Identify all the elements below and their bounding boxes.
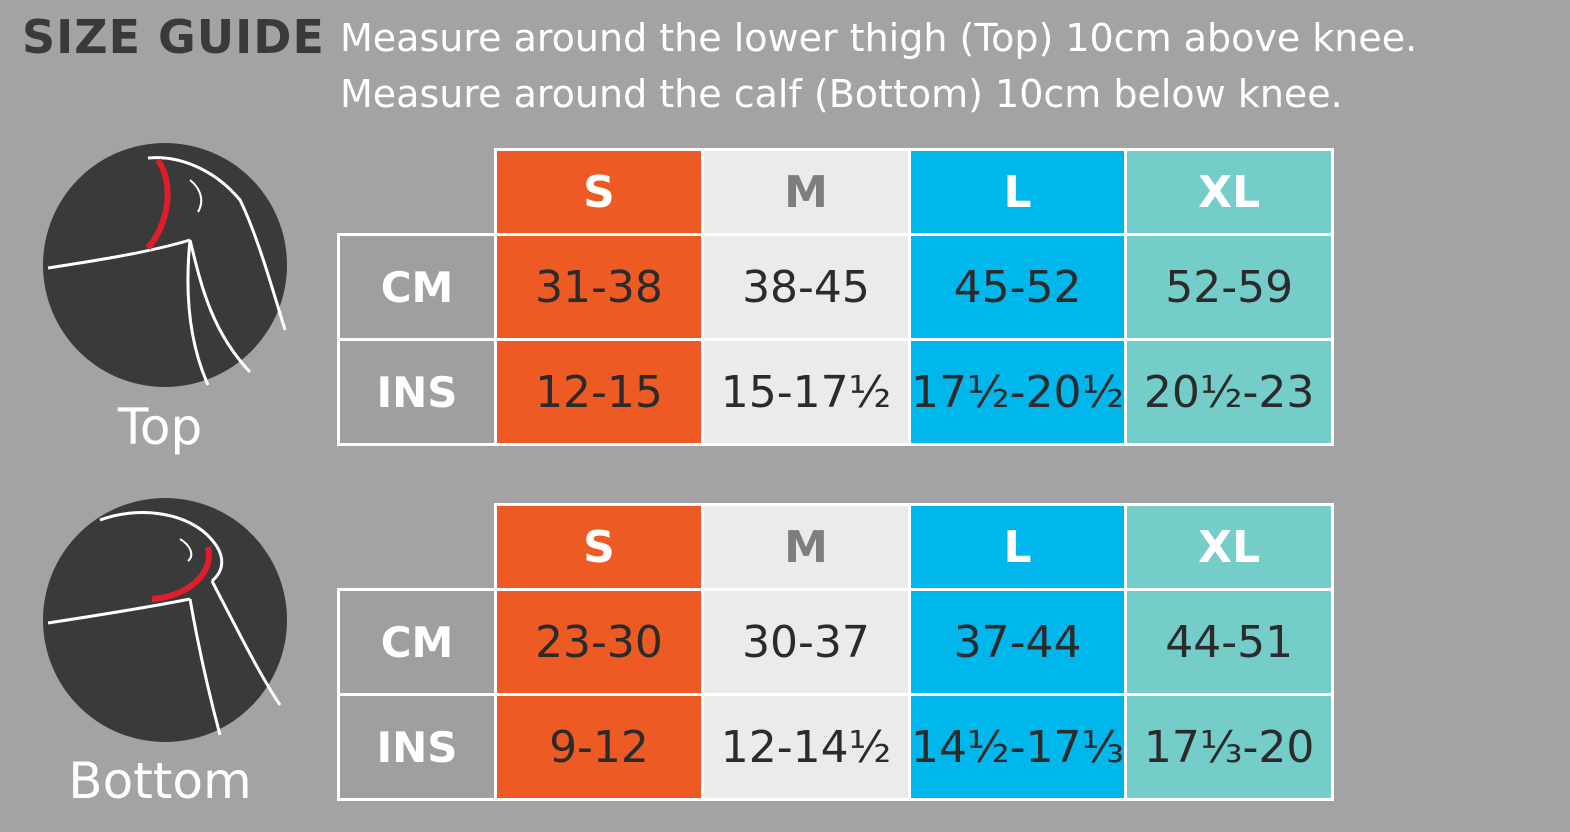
cell-l-cm: 37-44 [907,588,1128,696]
cell-m-cm: 30-37 [701,588,911,696]
size-table-top: S M L XL CM 31-38 38-45 45-52 52-59 INS … [337,148,1335,446]
size-guide-title: SIZE GUIDE [22,10,325,64]
size-header-l: L [907,148,1128,236]
knee-top-label: Top [117,398,203,456]
knee-bottom-label: Bottom [68,752,252,810]
knee-top-illustration [40,140,290,390]
row-unit-ins: INS [337,693,497,801]
row-unit-cm: CM [337,588,497,696]
knee-top-icon [43,143,287,387]
knee-bottom-illustration [40,495,290,745]
size-header-s: S [494,503,704,591]
cell-l-ins: 14½-17⅓ [907,693,1128,801]
table-row: CM 23-30 30-37 37-44 44-51 [337,588,1335,696]
cell-xl-cm: 44-51 [1124,588,1335,696]
instruction-bottom: Measure around the calf (Bottom) 10cm be… [340,72,1343,116]
size-table-bottom: S M L XL CM 23-30 30-37 37-44 44-51 INS … [337,503,1335,801]
cell-s-cm: 23-30 [494,588,704,696]
size-header-m: M [701,503,911,591]
size-header-s: S [494,148,704,236]
cell-s-cm: 31-38 [494,233,704,341]
cell-m-ins: 15-17½ [701,338,911,446]
row-unit-cm: CM [337,233,497,341]
knee-bottom-icon [43,498,287,742]
cell-l-cm: 45-52 [907,233,1128,341]
size-header-xl: XL [1124,148,1335,236]
size-header-l: L [907,503,1128,591]
table-row: INS 12-15 15-17½ 17½-20½ 20½-23 [337,338,1335,446]
table-row: INS 9-12 12-14½ 14½-17⅓ 17⅓-20 [337,693,1335,801]
cell-l-ins: 17½-20½ [907,338,1128,446]
cell-xl-cm: 52-59 [1124,233,1335,341]
cell-m-cm: 38-45 [701,233,911,341]
instruction-top: Measure around the lower thigh (Top) 10c… [340,16,1418,60]
table-corner [339,150,496,235]
size-header-xl: XL [1124,503,1335,591]
size-header-m: M [701,148,911,236]
cell-m-ins: 12-14½ [701,693,911,801]
cell-s-ins: 9-12 [494,693,704,801]
row-unit-ins: INS [337,338,497,446]
cell-xl-ins: 20½-23 [1124,338,1335,446]
cell-s-ins: 12-15 [494,338,704,446]
table-row: CM 31-38 38-45 45-52 52-59 [337,233,1335,341]
cell-xl-ins: 17⅓-20 [1124,693,1335,801]
table-corner [339,505,496,590]
